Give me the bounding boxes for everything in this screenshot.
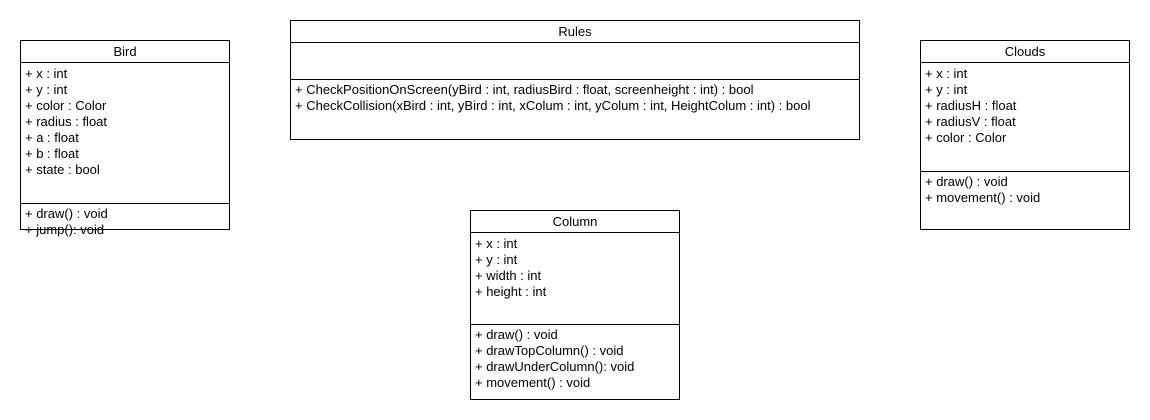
bird-methods: + draw() : void + jump(): void <box>21 204 229 240</box>
column-attributes: + x : int + y : int + width : int + heig… <box>471 233 679 325</box>
column-method: + drawTopColumn() : void <box>475 343 624 358</box>
bird-attribute: + b : float <box>25 146 79 161</box>
bird-attributes: + x : int + y : int + color : Color + ra… <box>21 63 229 204</box>
column-method: + drawUnderColumn(): void <box>475 359 635 374</box>
clouds-attribute: + radiusV : float <box>925 114 1016 129</box>
column-attribute: + height : int <box>475 284 547 299</box>
bird-attribute: + y : int <box>25 82 68 97</box>
clouds-class-name: Clouds <box>921 41 1129 63</box>
clouds-attributes: + x : int + y : int + radiusH : float + … <box>921 63 1129 172</box>
bird-method: + draw() : void <box>25 206 108 221</box>
column-attribute: + x : int <box>475 236 518 251</box>
column-class-name: Column <box>471 211 679 233</box>
clouds-attribute: + color : Color <box>925 130 1007 145</box>
bird-class-name: Bird <box>21 41 229 63</box>
clouds-method: + draw() : void <box>925 174 1008 189</box>
rules-methods: + CheckPositionOnScreen(yBird : int, rad… <box>291 80 859 116</box>
column-attribute: + width : int <box>475 268 542 283</box>
rules-class-name: Rules <box>291 21 859 43</box>
bird-method: + jump(): void <box>25 222 105 237</box>
clouds-methods: + draw() : void + movement() : void <box>921 172 1129 208</box>
bird-attribute: + state : bool <box>25 162 100 177</box>
column-method: + movement() : void <box>475 375 591 390</box>
clouds-method: + movement() : void <box>925 190 1041 205</box>
rules-method: + CheckPositionOnScreen(yBird : int, rad… <box>295 82 754 97</box>
column-attribute: + y : int <box>475 252 518 267</box>
column-method: + draw() : void <box>475 327 558 342</box>
bird-attribute: + x : int <box>25 66 68 81</box>
column-methods: + draw() : void + drawTopColumn() : void… <box>471 325 679 393</box>
rules-class-box[interactable]: Rules + CheckPositionOnScreen(yBird : in… <box>290 20 860 140</box>
clouds-class-box[interactable]: Clouds + x : int + y : int + radiusH : f… <box>920 40 1130 230</box>
rules-method: + CheckCollision(xBird : int, yBird : in… <box>295 98 811 113</box>
rules-attributes <box>291 43 859 80</box>
bird-attribute: + radius : float <box>25 114 108 129</box>
bird-attribute: + a : float <box>25 130 79 145</box>
clouds-attribute: + y : int <box>925 82 968 97</box>
column-class-box[interactable]: Column + x : int + y : int + width : int… <box>470 210 680 400</box>
clouds-attribute: + radiusH : float <box>925 98 1017 113</box>
bird-attribute: + color : Color <box>25 98 107 113</box>
clouds-attribute: + x : int <box>925 66 968 81</box>
bird-class-box[interactable]: Bird + x : int + y : int + color : Color… <box>20 40 230 237</box>
